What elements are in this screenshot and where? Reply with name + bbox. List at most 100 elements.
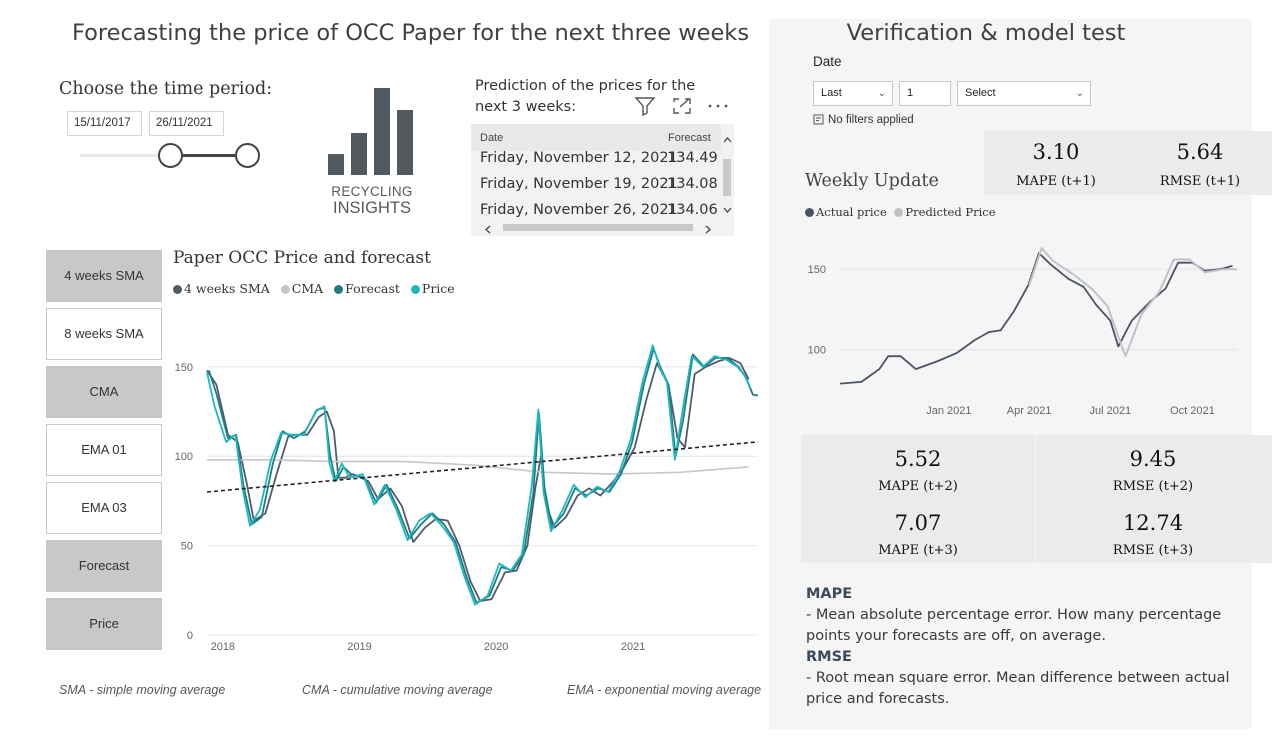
legend-item[interactable]: CMA <box>280 281 324 296</box>
mape-t3-label: MAPE (t+3) <box>878 543 958 558</box>
rmse-definition-title: RMSE <box>806 649 852 665</box>
x-tick-label: 2019 <box>347 641 371 653</box>
table-row[interactable]: Friday, November 12, 2021 134.49 <box>471 148 721 174</box>
price-forecast-chart[interactable]: 0 50 100 150 2018 2019 2020 2021 <box>165 335 765 660</box>
page-title: Forecasting the price of OCC Paper for t… <box>72 20 750 46</box>
rmse-t2-value: 9.45 <box>1129 447 1177 471</box>
legend-dot <box>805 208 814 217</box>
select-value: Last <box>821 87 842 99</box>
series-line-price[interactable] <box>206 344 751 606</box>
legend-item[interactable]: Price <box>410 281 455 296</box>
table-cell-forecast: 134.49 <box>667 150 718 166</box>
column-header-forecast[interactable]: Forecast <box>668 132 711 144</box>
rmse-t2-label: RMSE (t+2) <box>1112 479 1194 494</box>
x-tick-label: Oct 2021 <box>1170 405 1215 417</box>
legend-item[interactable]: Actual price <box>805 205 887 219</box>
relative-date-mode-select[interactable]: Last ⌄ <box>813 81 893 106</box>
y-tick-label: 0 <box>187 630 193 642</box>
table-cell-forecast: 134.06 <box>667 202 718 218</box>
table-row[interactable]: Friday, November 19, 2021 134.08 <box>471 174 721 200</box>
vertical-scroll-thumb[interactable] <box>723 159 731 196</box>
table-cell-date: Friday, November 26, 2021 <box>480 202 678 218</box>
series-line-actual-price[interactable] <box>839 252 1233 385</box>
slider-start-handle[interactable] <box>158 143 184 168</box>
mape-definition-text: - Mean absolute percentage error. How ma… <box>806 607 1222 644</box>
chart-title: Paper OCC Price and forecast <box>173 248 431 268</box>
toggle-8-weeks-sma-button[interactable]: 8 weeks SMA <box>46 308 162 360</box>
footnote-ema: EMA - exponential moving average <box>567 683 762 697</box>
weekly-legend: Actual price Predicted Price <box>805 205 996 219</box>
legend-item[interactable]: Forecast <box>334 281 400 296</box>
x-tick-label: Apr 2021 <box>1007 405 1052 417</box>
legend-dot <box>410 285 420 294</box>
scroll-up-icon[interactable] <box>723 137 732 143</box>
legend-item[interactable]: 4 weeks SMA <box>173 281 270 296</box>
chevron-down-icon: ⌄ <box>1075 88 1084 99</box>
chevron-down-icon: ⌄ <box>877 88 886 99</box>
rmse-t3-value: 12.74 <box>1122 511 1184 535</box>
toggle-forecast-button[interactable]: Forecast <box>46 540 162 592</box>
weekly-update-chart[interactable]: 100 150 Jan 2021 Apr 2021 Jul 2021 Oct 2021 <box>800 240 1245 425</box>
more-options-icon[interactable] <box>707 96 729 120</box>
table-cell-date: Friday, November 19, 2021 <box>480 176 678 192</box>
scroll-left-icon[interactable] <box>485 225 491 234</box>
mape-t3-value: 7.07 <box>894 511 942 535</box>
legend-label: Predicted Price <box>905 205 996 219</box>
series-line-trend[interactable] <box>206 441 759 493</box>
no-filters-text: No filters applied <box>828 114 914 126</box>
date-filter-label: Date <box>813 54 842 69</box>
recycling-insights-logo: RECYCLING INSIGHTS <box>326 88 418 220</box>
legend-label: 4 weeks SMA <box>184 281 270 296</box>
toggle-ema-03-button[interactable]: EMA 03 <box>46 482 162 534</box>
legend-label: Actual price <box>816 205 887 219</box>
y-tick-label: 100 <box>808 345 826 357</box>
select-value: Select <box>965 87 996 99</box>
start-date-input[interactable]: 15/11/2017 <box>67 111 142 136</box>
table-header: Date Forecast <box>471 124 721 151</box>
mape-t1-value: 3.10 <box>1032 140 1080 164</box>
end-date-input[interactable]: 26/11/2021 <box>149 111 224 136</box>
weekly-update-title: Weekly Update <box>805 171 939 191</box>
logo-text-line1: RECYCLING <box>331 184 413 199</box>
series-line-predicted-price[interactable] <box>1028 247 1237 358</box>
legend-label: CMA <box>291 281 324 296</box>
y-tick-label: 150 <box>175 362 193 374</box>
metrics-card-t2-t3: 5.52 MAPE (t+2) 9.45 RMSE (t+2) 7.07 MAP… <box>801 435 1272 563</box>
series-line-cma[interactable] <box>207 459 749 475</box>
prediction-table[interactable]: Friday, November 12, 2021 134.49 Date Fo… <box>471 124 734 236</box>
slider-end-handle[interactable] <box>234 143 260 168</box>
filter-icon[interactable] <box>634 96 656 120</box>
scroll-right-icon[interactable] <box>705 225 711 234</box>
series-line-forecast[interactable] <box>208 347 758 604</box>
x-tick-label: 2020 <box>484 641 508 653</box>
relative-date-count-input[interactable]: 1 <box>899 81 951 106</box>
logo-bar <box>328 154 344 175</box>
metrics-card-t1: 3.10 MAPE (t+1) 5.64 RMSE (t+1) <box>984 131 1272 195</box>
toggle-ema-01-button[interactable]: EMA 01 <box>46 424 162 476</box>
relative-date-unit-select[interactable]: Select ⌄ <box>957 81 1091 106</box>
y-tick-label: 150 <box>808 264 826 276</box>
y-tick-label: 100 <box>175 451 193 463</box>
logo-bar <box>374 88 390 175</box>
metric-definitions: MAPE - Mean absolute percentage error. H… <box>806 584 1246 710</box>
x-tick-label: 2021 <box>621 641 645 653</box>
no-filters-status: No filters applied <box>813 113 914 126</box>
toggle-cma-button[interactable]: CMA <box>46 366 162 418</box>
toggle-4-weeks-sma-button[interactable]: 4 weeks SMA <box>46 250 162 302</box>
column-header-date[interactable]: Date <box>480 132 504 144</box>
scroll-down-icon[interactable] <box>723 207 732 213</box>
rmse-t1-label: RMSE (t+1) <box>1159 174 1241 189</box>
rmse-t1-value: 5.64 <box>1176 140 1224 164</box>
time-period-label: Choose the time period: <box>59 79 273 99</box>
x-tick-label: Jul 2021 <box>1090 405 1132 417</box>
filter-cleared-icon <box>813 114 824 125</box>
horizontal-scroll-thumb[interactable] <box>503 224 693 231</box>
table-cell-date: Friday, November 12, 2021 <box>480 150 678 166</box>
table-row[interactable]: Friday, November 26, 2021 134.06 <box>471 200 721 226</box>
legend-item[interactable]: Predicted Price <box>894 205 996 219</box>
table-cell-forecast: 134.08 <box>667 176 718 192</box>
date-slider-range <box>170 154 248 157</box>
toggle-price-button[interactable]: Price <box>46 598 162 650</box>
chart-legend: 4 weeks SMA CMA Forecast Price <box>173 281 462 296</box>
focus-mode-icon[interactable] <box>671 96 693 120</box>
